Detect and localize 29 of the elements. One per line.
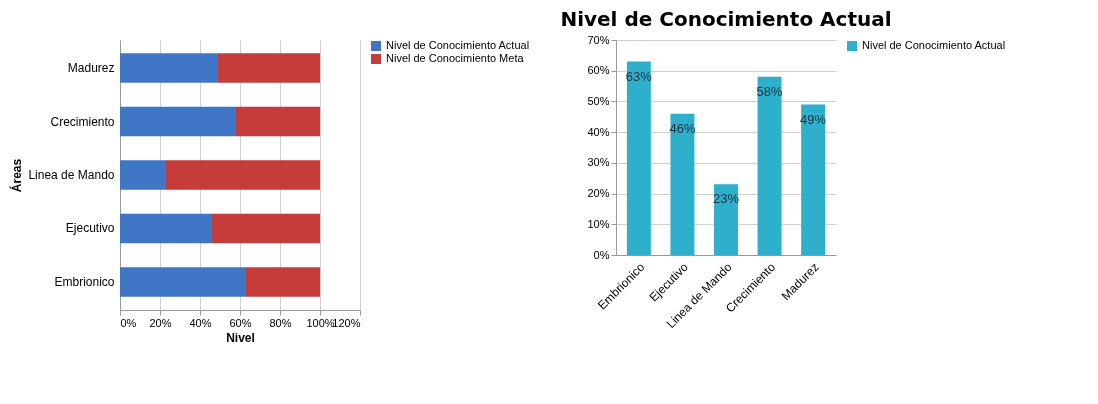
y-tick-label: Madurez (67, 61, 115, 76)
x-tick-label: 20% (149, 316, 172, 329)
legend-label: Nivel de Conocimiento Actual (386, 39, 530, 51)
chart-title: Nivel de Conocimiento Actual (560, 7, 892, 31)
bar (757, 76, 782, 255)
legend-label: Nivel de Conocimiento Meta (386, 52, 525, 64)
legend-label: Nivel de Conocimiento Actual (862, 39, 1006, 51)
y-axis-title: Áreas (9, 158, 25, 193)
y-tick-label: 70% (587, 33, 610, 46)
y-tick-label: 60% (587, 64, 610, 77)
bar (626, 61, 651, 255)
bar (801, 104, 826, 255)
y-tick-label: Ejecutivo (65, 221, 115, 236)
y-tick-label: 40% (587, 125, 610, 138)
x-tick-label: 40% (189, 316, 212, 329)
x-tick-label: 60% (229, 316, 252, 329)
y-tick-label: Linea de Mando (28, 168, 115, 182)
x-tick-label: 120% (332, 316, 361, 329)
x-tick-label: 80% (269, 316, 292, 329)
x-tick-label: 0% (120, 316, 137, 329)
y-tick-label: 50% (587, 94, 610, 107)
y-tick-label: 10% (587, 217, 610, 230)
y-tick-label: 20% (587, 187, 610, 200)
y-tick-label: 0% (593, 248, 610, 261)
bar (670, 113, 695, 255)
x-tick-label: 100% (306, 316, 335, 329)
x-axis-title: Nivel (226, 330, 255, 345)
y-tick-label: 30% (587, 156, 610, 169)
y-tick-label: Crecimiento (50, 114, 115, 129)
